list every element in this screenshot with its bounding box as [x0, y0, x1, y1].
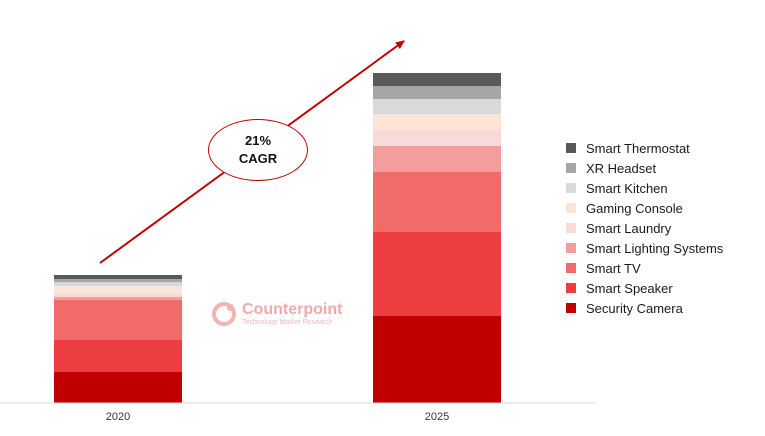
bar-2025-smart-tv — [373, 172, 501, 232]
legend-item-smart-tv: Smart TV — [566, 258, 723, 278]
bar-2020-gaming-console — [54, 286, 182, 294]
legend-item-smart-speaker: Smart Speaker — [566, 278, 723, 298]
bar-2020-smart-kitchen — [54, 282, 182, 286]
legend-swatch — [566, 203, 576, 213]
bar-2025-smart-speaker — [373, 232, 501, 316]
bar-2025-security-camera — [373, 316, 501, 403]
legend-label: Smart Laundry — [586, 220, 672, 236]
legend-swatch — [566, 243, 576, 253]
legend-swatch — [566, 163, 576, 173]
bar-2025-smart-lighting-systems — [373, 146, 501, 172]
legend-item-smart-lighting-systems: Smart Lighting Systems — [566, 238, 723, 258]
legend-item-xr-headset: XR Headset — [566, 158, 723, 178]
x-tick-label-2020: 2020 — [105, 411, 131, 423]
legend-label: Gaming Console — [586, 200, 683, 216]
counterpoint-watermark: Counterpoint Technology Market Research — [212, 301, 342, 327]
legend-item-gaming-console: Gaming Console — [566, 198, 723, 218]
bar-2020-smart-tv — [54, 300, 182, 340]
bar-2025-gaming-console — [373, 114, 501, 130]
legend-swatch — [566, 303, 576, 313]
bar-2020-smart-laundry — [54, 294, 182, 297]
bar-2020-security-camera — [54, 372, 182, 403]
cagr-value: 21% — [244, 133, 272, 148]
legend-item-smart-laundry: Smart Laundry — [566, 218, 723, 238]
bar-2025-smart-thermostat — [373, 73, 501, 86]
bar-2025-smart-kitchen — [373, 99, 501, 114]
bar-2020-smart-lighting-systems — [54, 297, 182, 300]
legend-swatch — [566, 283, 576, 293]
bar-2025-smart-laundry — [373, 130, 501, 146]
chart-legend: Smart Thermostat XR Headset Smart Kitchen G… — [566, 138, 723, 318]
legend-label: Smart TV — [586, 260, 641, 276]
legend-label: XR Headset — [586, 160, 657, 176]
bar-2025-xr-headset — [373, 86, 501, 99]
legend-item-smart-kitchen: Smart Kitchen — [566, 178, 723, 198]
cagr-annotation: 21% CAGR — [208, 119, 308, 181]
bar-2020-xr-headset — [54, 279, 182, 282]
legend-item-security-camera: Security Camera — [566, 298, 723, 318]
bar-2020-smart-thermostat — [54, 275, 182, 279]
watermark-name: Counterpoint — [242, 301, 343, 318]
legend-item-smart-thermostat: Smart Thermostat — [566, 138, 723, 158]
legend-label: Smart Kitchen — [586, 180, 668, 196]
legend-label: Smart Speaker — [586, 280, 673, 296]
legend-swatch — [566, 223, 576, 233]
legend-swatch — [566, 263, 576, 273]
legend-label: Security Camera — [586, 300, 683, 316]
legend-swatch — [566, 183, 576, 193]
cagr-label: CAGR — [238, 151, 278, 166]
bar-2020-smart-speaker — [54, 340, 182, 372]
legend-label: Smart Lighting Systems — [586, 240, 724, 256]
watermark-tagline: Technology Market Research — [242, 319, 333, 326]
counterpoint-logo-icon — [212, 302, 236, 326]
legend-swatch — [566, 143, 576, 153]
x-tick-label-2025: 2025 — [424, 411, 450, 423]
legend-label: Smart Thermostat — [586, 140, 690, 156]
bars-group — [54, 73, 501, 403]
